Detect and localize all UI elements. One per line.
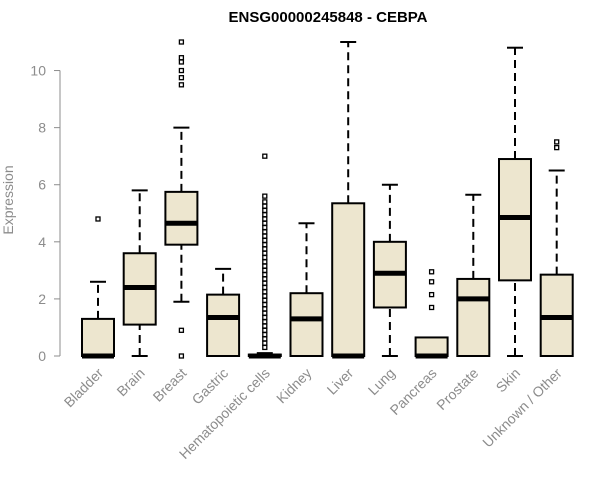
outlier-point [262, 301, 268, 308]
outlier-point [262, 203, 268, 209]
box-rect [456, 277, 491, 357]
category-label: Kidney [273, 365, 315, 407]
outlier-point [262, 224, 268, 231]
outlier-point [178, 59, 185, 65]
outlier-point [262, 310, 268, 316]
box-group [247, 153, 282, 359]
outlier-point [428, 279, 435, 285]
box-group [122, 189, 157, 357]
outlier-point [262, 331, 268, 338]
outlier-point [262, 336, 268, 342]
box-rect [331, 202, 366, 357]
outlier-point [428, 304, 435, 311]
outlier-point [178, 327, 185, 333]
outlier-point [428, 269, 435, 275]
outlier-point [554, 139, 560, 145]
box-group [331, 41, 366, 359]
outlier-point [178, 39, 185, 45]
outlier-point [262, 271, 268, 278]
outlier-point [178, 75, 185, 81]
y-axis: 0 2 4 6 8 10 [30, 63, 61, 364]
category-label: Prostate [433, 365, 481, 413]
outlier-point [262, 293, 268, 299]
outlier-point [262, 344, 268, 351]
category-label: Lung [365, 365, 398, 398]
outlier-point [178, 67, 185, 74]
outlier-point [262, 259, 268, 265]
category-label: Liver [324, 365, 357, 398]
outlier-point [262, 233, 268, 239]
box-group [206, 267, 241, 357]
outlier-point [262, 284, 268, 291]
box-rect [81, 317, 115, 357]
outlier-point [178, 82, 185, 88]
outlier-point [178, 55, 185, 61]
outlier-point [262, 237, 268, 244]
outlier-point [262, 193, 268, 199]
outlier-point [428, 291, 435, 298]
outlier-point [262, 153, 268, 159]
outlier-point [262, 199, 268, 205]
category-label: Bladder [61, 365, 107, 411]
box-group [164, 39, 199, 359]
y-tick-label: 2 [38, 291, 46, 307]
outlier-point [262, 327, 268, 333]
outlier-point [262, 314, 268, 321]
y-axis-label: Expression [0, 165, 16, 234]
category-label: Skin [493, 365, 524, 396]
box-group [456, 193, 491, 357]
outlier-point [554, 144, 560, 151]
box-group [372, 183, 407, 357]
outlier-point [262, 207, 268, 214]
boxes-layer [81, 39, 574, 359]
box-rect [289, 292, 324, 358]
box-rect [414, 336, 449, 358]
outlier-point [262, 306, 268, 312]
outlier-point [262, 263, 268, 269]
box-group [414, 269, 449, 359]
box-group [81, 216, 115, 359]
category-label: Breast [150, 365, 190, 405]
outlier-point [262, 250, 268, 256]
outlier-point [262, 289, 268, 295]
outlier-point [178, 353, 185, 359]
outlier-point [262, 323, 268, 329]
outlier-point [262, 280, 268, 286]
outlier-point [262, 340, 268, 346]
category-label: Unknown / Other [479, 365, 565, 451]
outlier-point [262, 242, 268, 248]
outlier-point [262, 254, 268, 261]
y-tick-label: 8 [38, 120, 46, 136]
outlier-point [262, 216, 268, 222]
box-rect [206, 293, 241, 357]
outlier-point [262, 276, 268, 282]
box-group [539, 139, 574, 357]
y-tick-label: 0 [38, 348, 46, 364]
outlier-point [262, 220, 268, 226]
y-tick-label: 10 [30, 63, 46, 79]
box-group [289, 222, 324, 358]
outlier-point [95, 216, 101, 222]
y-tick-label: 4 [38, 234, 46, 250]
y-tick-label: 6 [38, 177, 46, 193]
box-rect [164, 190, 199, 246]
outlier-point [262, 246, 268, 252]
outlier-point [262, 319, 268, 325]
box-group [498, 46, 532, 357]
outlier-point [262, 267, 268, 274]
chart-title: ENSG00000245848 - CEBPA [229, 9, 428, 26]
category-label: Brain [113, 365, 147, 399]
outlier-point [262, 297, 268, 303]
outlier-point [262, 212, 268, 218]
outlier-point [262, 229, 268, 235]
